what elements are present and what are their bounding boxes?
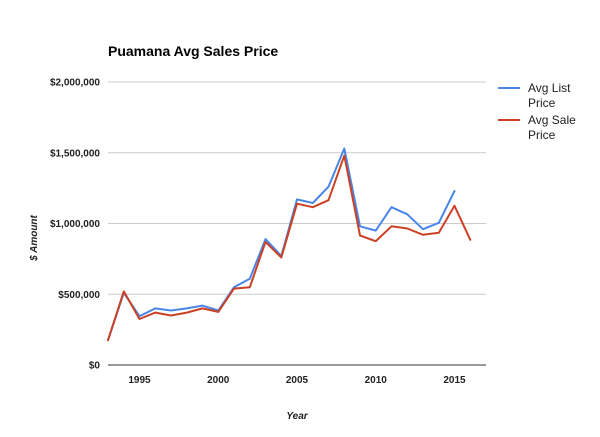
legend-label: Avg Sale Price [528, 113, 576, 142]
y-axis-title: $ Amount [29, 214, 40, 261]
series-line-avg-list-price [107, 147, 456, 342]
y-axis-ticks: $0 $500,000 $1,000,000 $1,500,000 $2,000,000 [50, 78, 100, 372]
y-tick-label: $1,000,000 [50, 219, 100, 230]
y-tick-label: $500,000 [58, 290, 100, 301]
series-line-avg-sale-price [107, 154, 472, 342]
y-tick-label: $2,000,000 [50, 78, 100, 89]
x-tick-label: 2000 [207, 375, 230, 386]
legend-label: Avg List Price [528, 81, 571, 110]
x-tick-label: 2015 [443, 375, 466, 386]
chart-title: Puamana Avg Sales Price [108, 43, 278, 59]
x-axis-ticks: 1995 2000 2005 2010 2015 [128, 375, 466, 386]
legend: Avg List Price Avg Sale Price [498, 81, 576, 142]
x-tick-label: 2010 [365, 375, 388, 386]
y-tick-label: $1,500,000 [50, 148, 100, 159]
x-axis-title: Year [286, 411, 308, 422]
y-tick-label: $0 [89, 361, 101, 372]
x-tick-label: 2005 [286, 375, 309, 386]
x-tick-label: 1995 [128, 375, 151, 386]
series-lines [107, 147, 472, 342]
gridlines [108, 81, 486, 366]
